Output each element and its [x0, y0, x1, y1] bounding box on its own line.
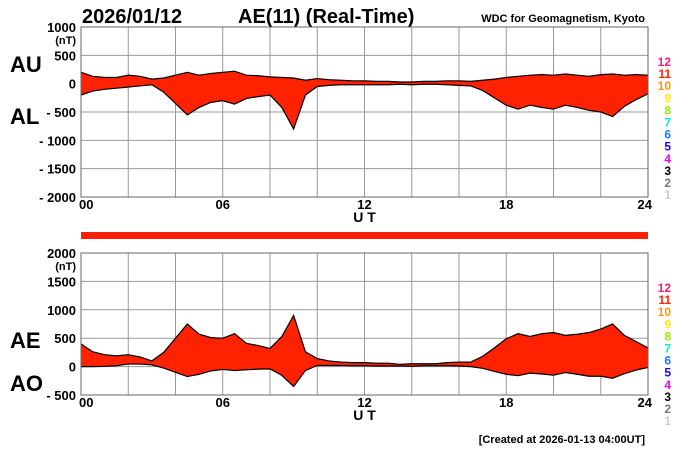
ae-series-line — [80, 313, 649, 365]
y-tick-label: 0 — [69, 77, 76, 92]
station-count-legend-item: 1 — [664, 188, 671, 202]
coverage-bar — [81, 232, 648, 239]
plot-frame — [80, 26, 649, 198]
station-count-legend-item: 3 — [664, 164, 671, 178]
station-count-legend-item: 9 — [664, 91, 671, 105]
x-tick-label: 18 — [499, 197, 513, 212]
station-count-legend-item: 5 — [664, 140, 671, 154]
station-count-legend-item: 5 — [664, 366, 671, 380]
x-tick-label: 18 — [499, 395, 513, 410]
al-label: AL — [10, 104, 39, 129]
x-tick-label: 00 — [79, 197, 93, 212]
x-tick-label: 24 — [638, 395, 653, 410]
ao-series-line — [81, 363, 649, 388]
created-timestamp: [Created at 2026-01-13 04:00UT] — [479, 434, 646, 446]
station-count-legend-item: 11 — [658, 67, 671, 81]
y-tick-label: 2000 — [47, 246, 76, 261]
y-tick-label: - 500 — [46, 105, 76, 120]
x-tick-label: 12 — [357, 395, 371, 410]
x-axis-label: U T — [353, 407, 376, 423]
station-count-legend-item: 12 — [658, 55, 672, 69]
y-tick-label: - 1500 — [39, 162, 76, 177]
x-tick-label: 00 — [79, 395, 93, 410]
station-count-legend-item: 4 — [664, 378, 671, 392]
source-label: WDC for Geomagnetism, Kyoto — [481, 13, 645, 25]
x-axis-label: U T — [353, 209, 376, 225]
station-count-legend-item: 11 — [658, 293, 671, 307]
station-count-legend-item: 8 — [664, 103, 671, 117]
au-label: AU — [10, 52, 42, 77]
station-count-legend-item: 6 — [664, 354, 671, 368]
y-tick-label: - 2000 — [39, 190, 76, 205]
au-series-line — [80, 70, 649, 83]
y-unit-label: (nT) — [55, 35, 76, 47]
station-count-legend-item: 8 — [664, 329, 671, 343]
station-count-legend-item: 7 — [664, 116, 671, 130]
station-count-legend-item: 1 — [664, 414, 671, 428]
ae-label: AE — [10, 328, 41, 353]
y-tick-label: 500 — [54, 48, 76, 63]
y-tick-label: 1000 — [47, 303, 76, 318]
x-tick-label: 06 — [216, 395, 230, 410]
ao-label: AO — [10, 371, 43, 396]
station-count-legend-item: 3 — [664, 390, 671, 404]
y-tick-label: 1500 — [47, 274, 76, 289]
station-count-legend-item: 4 — [664, 152, 671, 166]
y-tick-label: - 1000 — [39, 133, 76, 148]
plot-frame — [80, 252, 649, 396]
station-count-legend-item: 2 — [664, 176, 671, 190]
station-count-legend-item: 6 — [664, 128, 671, 142]
chart-title: AE(11) (Real-Time) — [238, 6, 414, 28]
x-tick-label: 06 — [216, 197, 230, 212]
y-tick-label: 500 — [54, 331, 76, 346]
x-tick-label: 24 — [638, 197, 653, 212]
station-count-legend-item: 10 — [658, 305, 672, 319]
y-tick-label: 0 — [69, 360, 76, 375]
station-count-legend-item: 9 — [664, 317, 671, 331]
al-series-line — [80, 83, 649, 131]
y-tick-label: - 500 — [46, 388, 76, 403]
y-tick-label: 1000 — [47, 20, 76, 35]
station-count-legend-item: 2 — [664, 402, 671, 416]
date-title: 2026/01/12 — [82, 6, 182, 28]
y-unit-label: (nT) — [55, 261, 76, 273]
data-fill-area-1 — [81, 315, 648, 387]
station-count-legend-item: 7 — [664, 342, 671, 356]
x-tick-label: 12 — [357, 197, 371, 212]
data-fill-area-0 — [81, 71, 648, 129]
station-count-legend-item: 10 — [658, 79, 672, 93]
station-count-legend-item: 12 — [658, 281, 672, 295]
